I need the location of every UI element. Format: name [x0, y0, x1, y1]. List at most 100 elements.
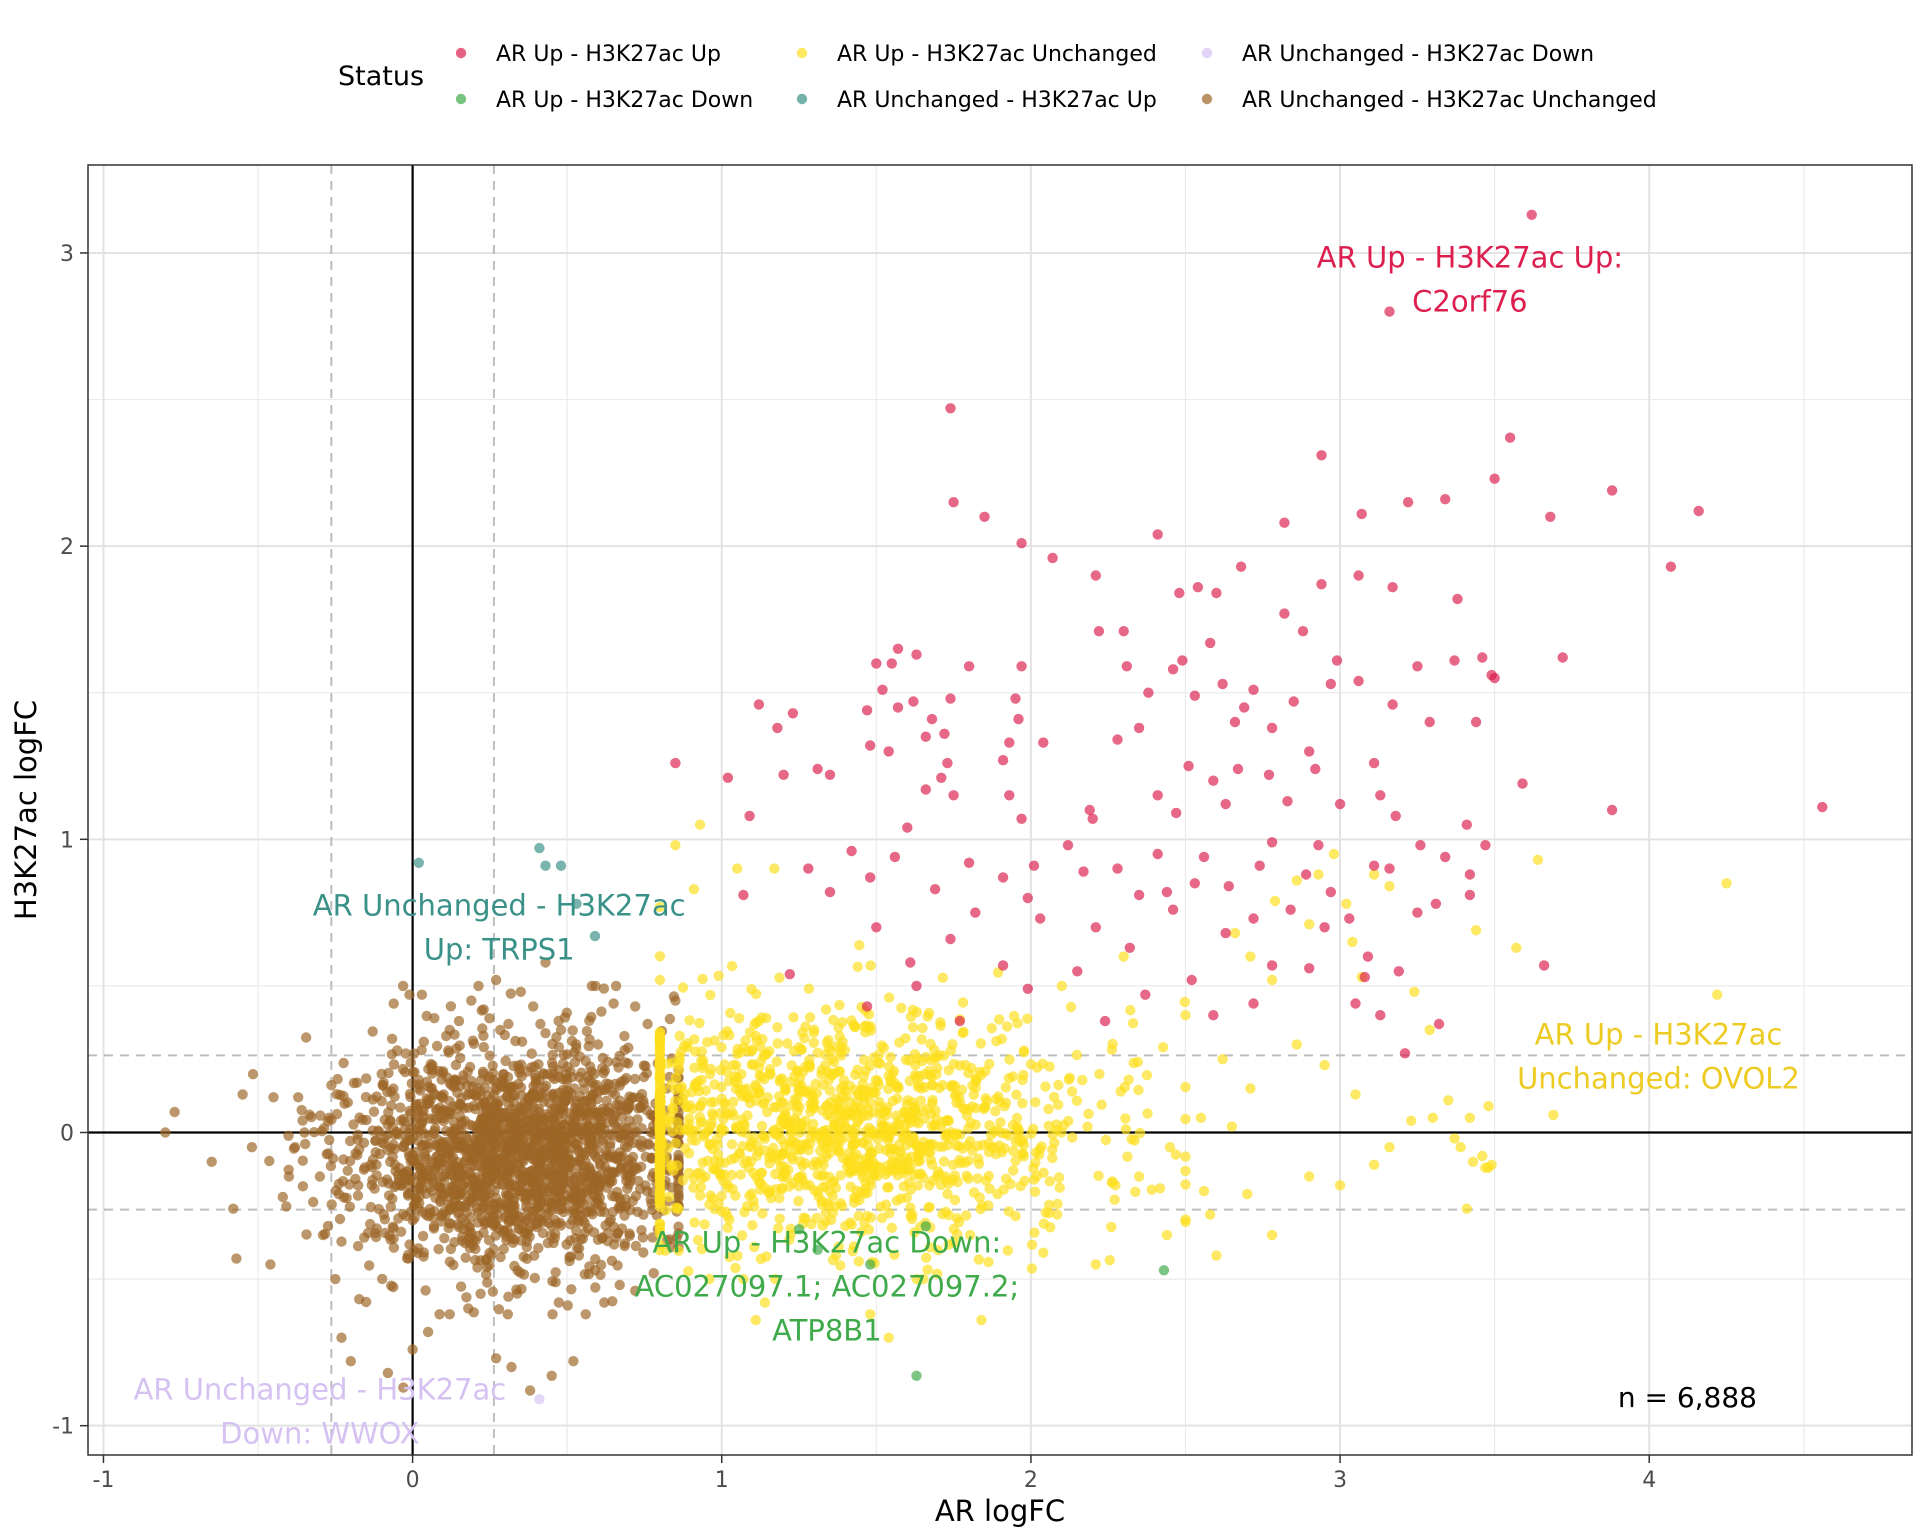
- data-point: [609, 1089, 621, 1100]
- data-point: [852, 961, 863, 972]
- data-point: [788, 1012, 799, 1023]
- legend-title: Status: [338, 61, 424, 92]
- data-point: [688, 884, 700, 895]
- data-point: [1387, 699, 1398, 710]
- data-point: [630, 1240, 642, 1252]
- data-point: [719, 1059, 730, 1070]
- data-point: [702, 1037, 713, 1048]
- data-point: [893, 1126, 904, 1137]
- legend-key: [1201, 47, 1213, 59]
- data-point: [444, 1309, 455, 1320]
- data-point: [429, 1125, 440, 1137]
- data-point: [784, 1234, 795, 1246]
- legend-key: [1201, 93, 1213, 105]
- data-point: [1248, 998, 1259, 1009]
- data-point: [522, 1116, 533, 1127]
- plot-border: [87, 164, 1913, 1456]
- data-point: [745, 1156, 757, 1167]
- data-point: [477, 1066, 489, 1078]
- data-point: [902, 822, 913, 833]
- data-point: [361, 1073, 372, 1084]
- data-point: [942, 1114, 953, 1126]
- data-point: [1180, 1165, 1191, 1177]
- series-ar-unchanged-h3k27ac-down: [534, 1394, 545, 1405]
- data-point: [724, 1251, 735, 1263]
- data-point: [704, 1199, 715, 1210]
- data-point: [1220, 927, 1231, 939]
- data-point: [509, 1234, 520, 1245]
- data-point: [1125, 1005, 1136, 1016]
- data-point: [448, 1075, 460, 1087]
- data-point: [1291, 875, 1303, 886]
- data-point: [574, 1071, 585, 1083]
- data-point: [911, 1006, 922, 1018]
- data-point: [500, 1055, 511, 1067]
- data-point: [734, 1013, 745, 1024]
- data-point: [774, 1213, 785, 1224]
- data-point: [464, 1243, 476, 1254]
- data-point: [945, 403, 956, 414]
- data-point: [1106, 1044, 1118, 1055]
- data-point: [973, 1158, 985, 1170]
- data-point: [449, 1237, 460, 1248]
- data-point: [1486, 1159, 1497, 1171]
- data-point: [1229, 716, 1241, 728]
- data-point: [283, 1171, 295, 1182]
- data-point: [1489, 672, 1500, 684]
- data-point: [374, 1148, 386, 1160]
- data-point: [420, 1285, 431, 1296]
- data-point: [388, 998, 399, 1009]
- data-point: [777, 1182, 788, 1194]
- data-point: [550, 1228, 561, 1240]
- data-point: [851, 1149, 862, 1160]
- data-point: [623, 1058, 634, 1069]
- data-point: [548, 1061, 559, 1072]
- data-point: [630, 1001, 641, 1012]
- data-point: [350, 1173, 361, 1185]
- data-point: [646, 1153, 657, 1164]
- data-point: [753, 1176, 765, 1188]
- data-point: [544, 1125, 555, 1136]
- data-point: [407, 1344, 418, 1355]
- data-point: [948, 790, 959, 801]
- data-point: [1548, 1109, 1559, 1121]
- data-point: [614, 1080, 625, 1091]
- data-point: [1263, 769, 1275, 780]
- data-point: [393, 1213, 404, 1224]
- data-point: [400, 1066, 411, 1078]
- data-point: [684, 1100, 696, 1111]
- data-point: [1096, 1099, 1107, 1110]
- data-point: [840, 1121, 851, 1133]
- data-point: [626, 1122, 638, 1133]
- data-point: [994, 1014, 1005, 1025]
- data-point: [709, 1164, 721, 1175]
- data-point: [869, 1158, 880, 1169]
- y-tick-label: -1: [52, 1415, 74, 1440]
- data-point: [595, 1161, 606, 1172]
- data-point: [398, 1113, 409, 1125]
- data-point: [429, 1013, 440, 1024]
- data-point: [889, 1249, 900, 1261]
- data-point: [600, 1220, 611, 1231]
- data-point: [976, 1314, 987, 1326]
- data-point: [739, 1206, 750, 1218]
- data-point: [654, 1187, 666, 1198]
- data-point: [589, 930, 601, 942]
- data-point: [1443, 1095, 1454, 1106]
- data-point: [858, 1054, 870, 1066]
- data-point: [865, 1180, 876, 1191]
- data-point: [803, 1059, 814, 1070]
- data-point: [436, 1091, 447, 1103]
- data-point: [467, 1120, 479, 1132]
- data-point: [1470, 925, 1482, 936]
- data-point: [1017, 1134, 1028, 1145]
- data-point: [730, 1190, 741, 1201]
- data-point: [770, 1273, 781, 1285]
- data-point: [936, 772, 947, 783]
- data-point: [845, 1181, 856, 1192]
- data-point: [483, 1109, 494, 1121]
- data-point: [1067, 1132, 1078, 1143]
- data-point: [925, 1038, 936, 1050]
- data-point: [466, 995, 477, 1006]
- data-point: [654, 1245, 666, 1256]
